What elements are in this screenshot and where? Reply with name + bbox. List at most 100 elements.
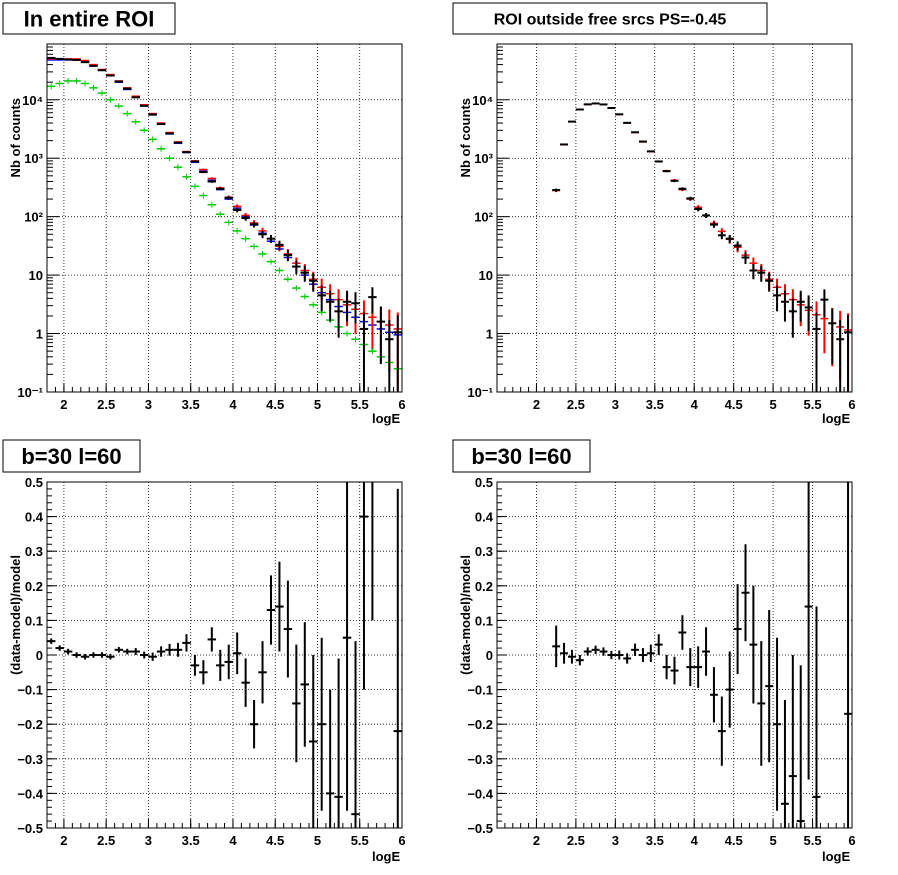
y-axis-title: Nb of counts: [8, 98, 23, 177]
x-tick-label: 6: [848, 397, 855, 412]
title-box: [452, 439, 591, 473]
x-tick-label: 5: [769, 833, 776, 848]
x-tick-label: 2: [60, 397, 67, 412]
series-1: [47, 482, 402, 828]
chart-title: b=30 l=60: [471, 444, 571, 469]
x-tick-label: 5.5: [351, 833, 369, 848]
y-tick-label: 0.2: [475, 579, 493, 594]
x-tick-label: 6: [848, 833, 855, 848]
y-tick-label: −0.5: [467, 821, 493, 836]
y-tick-label: 0.5: [475, 475, 493, 490]
x-tick-label: 6: [398, 833, 405, 848]
title-box: [2, 2, 176, 35]
y-tick-label: −0.3: [17, 752, 43, 767]
chart-panel-4: 2 2.5 3 3.5 4 4.5 5 5.5 6 −0.5 −0.4 −0.3 −0.2 −0.1 0 0.…: [452, 439, 856, 864]
y-axis-title: (data-model)/model: [458, 555, 473, 675]
x-tick-label: 5.5: [804, 397, 822, 412]
chart-title: ROI outside free srcs PS=-0.45: [494, 11, 727, 28]
title-box: [2, 439, 141, 473]
x-tick-label: 3.5: [182, 833, 200, 848]
x-tick-label: 3: [145, 833, 152, 848]
y-tick-label: 10⁴: [22, 93, 43, 108]
x-tick-label: 5.5: [804, 833, 822, 848]
y-tick-label: 10²: [474, 210, 493, 225]
x-axis-title: logE: [822, 411, 850, 426]
y-tick-label: 10⁻¹: [17, 385, 43, 400]
x-tick-label: 2: [60, 833, 67, 848]
y-tick-label: 0.2: [25, 579, 43, 594]
plot-frame: [496, 481, 853, 829]
y-tick-label: 1: [486, 327, 493, 342]
x-tick-label: 5: [769, 397, 776, 412]
y-tick-label: 10²: [24, 210, 43, 225]
y-tick-label: 0.1: [475, 613, 493, 628]
y-tick-label: 1: [36, 327, 43, 342]
y-axis-title: Nb of counts: [458, 98, 473, 177]
y-tick-label: −0.1: [17, 683, 43, 698]
x-tick-label: 3.5: [646, 397, 664, 412]
y-tick-label: 0.5: [25, 475, 43, 490]
y-tick-label: −0.5: [17, 821, 43, 836]
y-tick-label: −0.3: [467, 752, 493, 767]
series-4: [47, 56, 402, 392]
y-tick-label: 10: [29, 268, 43, 283]
y-tick-label: −0.2: [467, 717, 493, 732]
chart-panel-3: 2 2.5 3 3.5 4 4.5 5 5.5 6 −0.5 −0.4 −0.3 −0.2 −0.1 0 0.…: [2, 439, 406, 864]
y-tick-label: 10⁻¹: [467, 385, 493, 400]
y-tick-label: −0.4: [17, 786, 43, 801]
x-tick-label: 4.5: [266, 833, 284, 848]
series-3: [47, 77, 402, 372]
x-axis-title: logE: [372, 849, 400, 864]
title-box: [452, 2, 768, 35]
chart-title: In entire ROI: [24, 6, 155, 31]
plot-frame: [496, 43, 853, 393]
y-tick-label: −0.4: [467, 786, 493, 801]
x-axis-title: logE: [822, 849, 850, 864]
x-tick-label: 4: [229, 833, 237, 848]
chart-panel-2: 2 2.5 3 3.5 4 4.5 5 5.5 6 10⁻¹ 1 10 10² 10³ 10⁴ logE Nb …: [452, 2, 856, 426]
x-tick-label: 4.5: [725, 397, 743, 412]
y-tick-label: −0.1: [467, 683, 493, 698]
y-tick-label: 10⁴: [472, 93, 493, 108]
y-tick-label: 10: [479, 268, 493, 283]
x-tick-label: 3: [145, 397, 152, 412]
x-tick-label: 3.5: [646, 833, 664, 848]
x-tick-label: 4.5: [725, 833, 743, 848]
y-tick-label: 0: [486, 648, 493, 663]
y-tick-label: 10³: [474, 151, 493, 166]
plot-area: [47, 44, 402, 392]
chart-panel-1: 2 2.5 3 3.5 4 4.5 5 5.5 6 10⁻¹ 1 10 10² 10³ 10⁴ logE Nb …: [2, 2, 406, 426]
plot-frame: [46, 43, 403, 393]
x-tick-label: 2.5: [567, 397, 585, 412]
x-tick-label: 2: [533, 833, 540, 848]
x-tick-label: 2: [533, 397, 540, 412]
plot-area: [497, 44, 852, 392]
series-2: [552, 102, 852, 392]
x-axis-title: logE: [372, 411, 400, 426]
x-tick-label: 2.5: [567, 833, 585, 848]
y-tick-label: 10³: [24, 151, 43, 166]
chart-title: b=30 l=60: [21, 444, 121, 469]
x-tick-label: 3: [612, 833, 619, 848]
y-tick-label: −0.2: [17, 717, 43, 732]
plot-frame: [46, 481, 403, 829]
y-axis-title: (data-model)/model: [8, 555, 23, 675]
x-tick-label: 2.5: [97, 833, 115, 848]
y-tick-label: 0.4: [475, 510, 494, 525]
y-tick-label: 0.4: [25, 510, 44, 525]
y-tick-label: 0.1: [25, 613, 43, 628]
x-tick-label: 2.5: [97, 397, 115, 412]
x-tick-label: 4: [691, 833, 699, 848]
y-tick-label: 0.3: [475, 544, 493, 559]
x-tick-label: 3: [612, 397, 619, 412]
x-tick-label: 4: [691, 397, 699, 412]
x-tick-label: 6: [398, 397, 405, 412]
x-tick-label: 3.5: [182, 397, 200, 412]
x-tick-label: 5: [314, 833, 321, 848]
x-tick-label: 4.5: [266, 397, 284, 412]
x-tick-label: 4: [229, 397, 237, 412]
y-tick-label: 0: [36, 648, 43, 663]
y-tick-label: 0.3: [25, 544, 43, 559]
x-tick-label: 5.5: [351, 397, 369, 412]
